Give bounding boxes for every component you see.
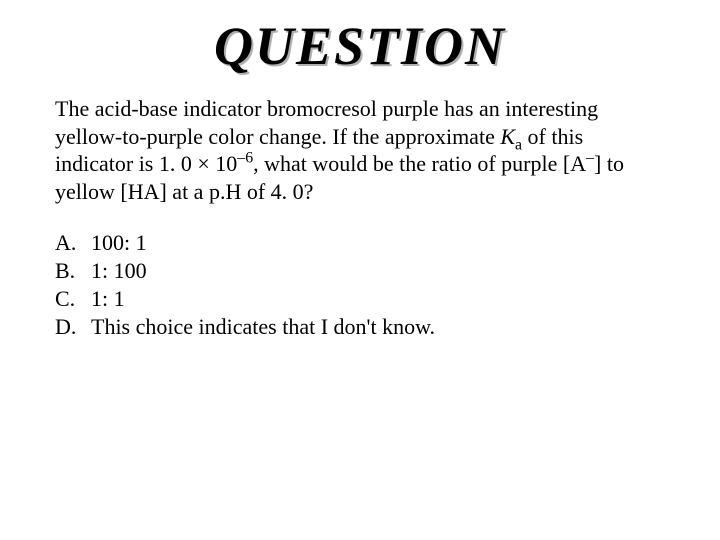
a-minus-sup: – bbox=[586, 150, 594, 167]
choice-text: 1: 100 bbox=[91, 257, 665, 285]
choice-a: A. 100: 1 bbox=[55, 229, 665, 257]
choice-letter: D. bbox=[55, 313, 91, 341]
choice-letter: C. bbox=[55, 285, 91, 313]
q-mid3: , what would be the ratio of purple [A bbox=[253, 151, 586, 176]
answer-choices: A. 100: 1 B. 1: 100 C. 1: 1 D. This choi… bbox=[55, 229, 665, 342]
slide-title: QUESTION QUESTION bbox=[55, 15, 665, 77]
choice-d: D. This choice indicates that I don't kn… bbox=[55, 313, 665, 341]
choice-text: This choice indicates that I don't know. bbox=[91, 313, 665, 341]
exponent: –6 bbox=[237, 150, 253, 167]
choice-text: 100: 1 bbox=[91, 229, 665, 257]
choice-letter: A. bbox=[55, 229, 91, 257]
choice-letter: B. bbox=[55, 257, 91, 285]
question-text: The acid-base indicator bromocresol purp… bbox=[55, 95, 665, 205]
q-mid2: 10 bbox=[210, 151, 238, 176]
ka-k: K bbox=[500, 124, 515, 149]
choice-b: B. 1: 100 bbox=[55, 257, 665, 285]
title-text: QUESTION bbox=[214, 16, 506, 76]
choice-c: C. 1: 1 bbox=[55, 285, 665, 313]
times-symbol: × bbox=[197, 151, 209, 176]
choice-text: 1: 1 bbox=[91, 285, 665, 313]
